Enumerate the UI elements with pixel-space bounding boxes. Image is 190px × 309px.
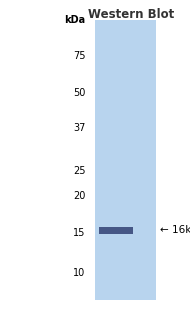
Text: 75: 75: [73, 51, 86, 61]
Text: kDa: kDa: [64, 15, 86, 25]
Text: 20: 20: [73, 191, 86, 201]
Text: Western Blot: Western Blot: [88, 8, 174, 21]
Text: 50: 50: [73, 88, 86, 98]
Text: 25: 25: [73, 167, 86, 176]
Text: 37: 37: [73, 123, 86, 133]
Text: 10: 10: [73, 269, 86, 278]
Text: 15: 15: [73, 228, 86, 238]
Text: ← 16kDa: ← 16kDa: [160, 225, 190, 235]
Bar: [99, 227, 133, 234]
Bar: [95, 20, 156, 300]
